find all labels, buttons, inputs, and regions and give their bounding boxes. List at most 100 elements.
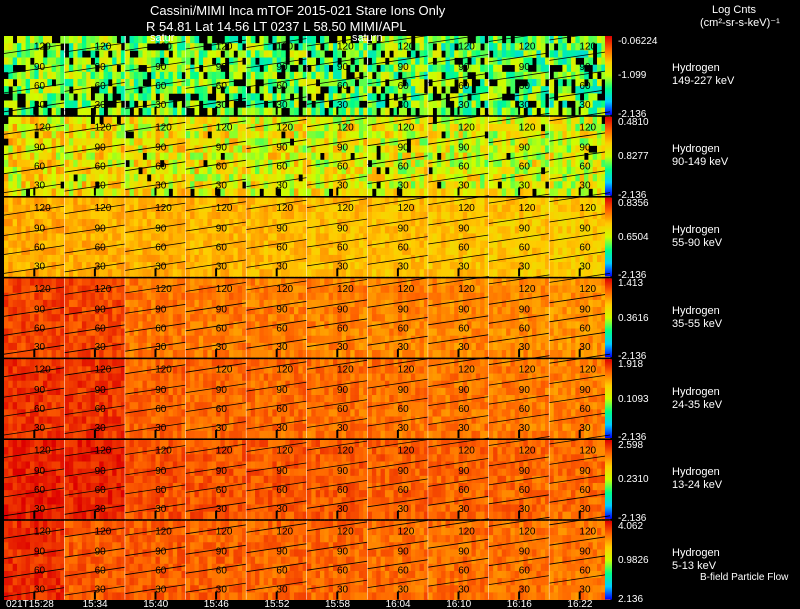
pixel-cell — [415, 93, 420, 101]
pixel-cell — [337, 123, 343, 132]
pixel-cell — [94, 233, 100, 241]
pixel-cell — [172, 50, 178, 58]
pixel-cell — [268, 107, 273, 116]
pixel-cell — [21, 50, 27, 58]
pixel-cell — [242, 93, 247, 101]
pixel-cell — [289, 262, 295, 270]
pixel-cell — [558, 36, 563, 44]
pixel-cell — [220, 57, 226, 66]
pixel-cell — [488, 233, 494, 241]
pixel-cell — [120, 350, 126, 358]
pixel-cell — [263, 181, 269, 189]
pixel-cell — [107, 342, 113, 351]
pixel-cell — [527, 262, 533, 270]
pixel-cell — [263, 204, 269, 213]
pixel-cell — [458, 174, 464, 182]
pixel-cell — [497, 145, 503, 154]
pixel-cell — [125, 226, 130, 234]
pixel-cell — [328, 131, 334, 139]
pixel-cell — [354, 71, 360, 80]
pixel-cell — [536, 247, 542, 256]
pixel-cell — [207, 233, 213, 241]
pixel-cell — [107, 43, 113, 51]
pixel-cell — [311, 93, 317, 101]
pixel-cell — [497, 240, 503, 249]
units-subtitle: (cm²-sr-s-keV)⁻¹ — [700, 17, 780, 29]
pixel-cell — [194, 269, 200, 277]
pixel-cell — [549, 174, 555, 182]
pixel-cell — [38, 299, 44, 308]
contour-line — [246, 38, 308, 48]
pixel-cell — [146, 100, 152, 109]
pixel-cell — [558, 131, 563, 139]
pixel-cell — [103, 116, 109, 125]
pixel-cell — [259, 247, 265, 256]
pixel-cell — [523, 57, 529, 66]
angle-label: 120 — [216, 42, 233, 53]
pixel-cell — [250, 204, 256, 213]
pixel-cell — [510, 166, 516, 175]
pixel-cell — [527, 247, 533, 256]
pixel-cell — [211, 78, 217, 87]
pixel-cell — [393, 138, 399, 146]
pixel-cell — [164, 36, 169, 44]
pixel-cell — [419, 107, 425, 116]
pixel-cell — [77, 285, 83, 294]
pixel-cell — [207, 107, 213, 116]
pixel-cell — [151, 285, 156, 294]
pixel-cell — [423, 107, 429, 116]
pixel-cell — [194, 240, 200, 249]
pixel-cell — [177, 123, 182, 132]
pixel-cell — [181, 226, 187, 234]
pixel-cell — [389, 233, 394, 241]
pixel-cell — [259, 57, 265, 66]
pixel-cell — [384, 188, 390, 196]
pixel-cell — [190, 138, 195, 146]
pixel-cell — [116, 321, 122, 329]
angle-label: 120 — [337, 122, 354, 133]
pixel-cell — [467, 159, 472, 168]
pixel-cell — [250, 181, 256, 189]
contour-line — [488, 71, 550, 82]
pixel-cell — [203, 166, 208, 175]
pixel-cell — [211, 138, 217, 146]
angle-label: 60 — [519, 162, 531, 173]
pixel-cell — [575, 50, 581, 58]
contour-line — [488, 214, 550, 224]
pixel-cell — [129, 57, 135, 66]
pixel-cell — [380, 36, 386, 44]
pixel-cell — [211, 254, 217, 263]
pixel-cell — [142, 57, 148, 66]
pixel-cell — [94, 219, 100, 227]
pixel-cell — [519, 145, 524, 154]
pixel-cell — [151, 269, 156, 277]
pixel-cell — [103, 131, 109, 139]
pixel-cell — [246, 138, 252, 146]
pixel-cell — [151, 50, 156, 58]
pixel-cell — [34, 240, 40, 249]
pixel-cell — [12, 116, 18, 125]
pixel-cell — [449, 226, 455, 234]
pixel-cell — [38, 131, 44, 139]
pixel-cell — [575, 86, 581, 94]
pixel-cell — [90, 123, 96, 132]
pixel-cell — [47, 211, 53, 220]
pixel-cell — [68, 152, 74, 161]
pixel-cell — [142, 233, 148, 241]
pixel-cell — [237, 107, 243, 116]
pixel-cell — [172, 197, 178, 206]
pixel-cell — [155, 197, 161, 206]
pixel-cell — [358, 138, 364, 146]
pixel-cell — [480, 181, 485, 189]
pixel-cell — [285, 269, 291, 277]
pixel-cell — [358, 57, 364, 66]
pixel-cell — [60, 321, 65, 329]
pixel-cell — [107, 57, 113, 66]
pixel-cell — [493, 211, 498, 220]
pixel-cell — [250, 211, 256, 220]
pixel-cell — [21, 307, 27, 315]
pixel-cell — [51, 211, 57, 220]
pixel-cell — [428, 219, 433, 227]
pixel-cell — [501, 204, 507, 213]
pixel-cell — [21, 188, 27, 196]
